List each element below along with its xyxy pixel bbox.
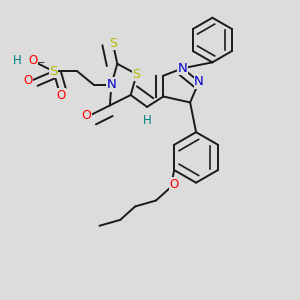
Text: N: N	[178, 62, 188, 75]
Text: O: O	[27, 56, 35, 66]
Text: O: O	[28, 54, 37, 67]
Text: N: N	[106, 78, 116, 91]
Text: N: N	[194, 75, 204, 88]
Text: H: H	[143, 114, 152, 127]
Text: S: S	[49, 65, 58, 78]
Text: O: O	[169, 178, 178, 191]
Text: S: S	[109, 37, 117, 50]
Text: H: H	[13, 56, 21, 66]
Text: O: O	[23, 74, 33, 87]
Text: O: O	[56, 88, 65, 101]
Text: H: H	[13, 54, 21, 67]
Text: S: S	[133, 68, 141, 81]
Text: —: —	[34, 57, 44, 67]
Text: O: O	[81, 109, 91, 122]
